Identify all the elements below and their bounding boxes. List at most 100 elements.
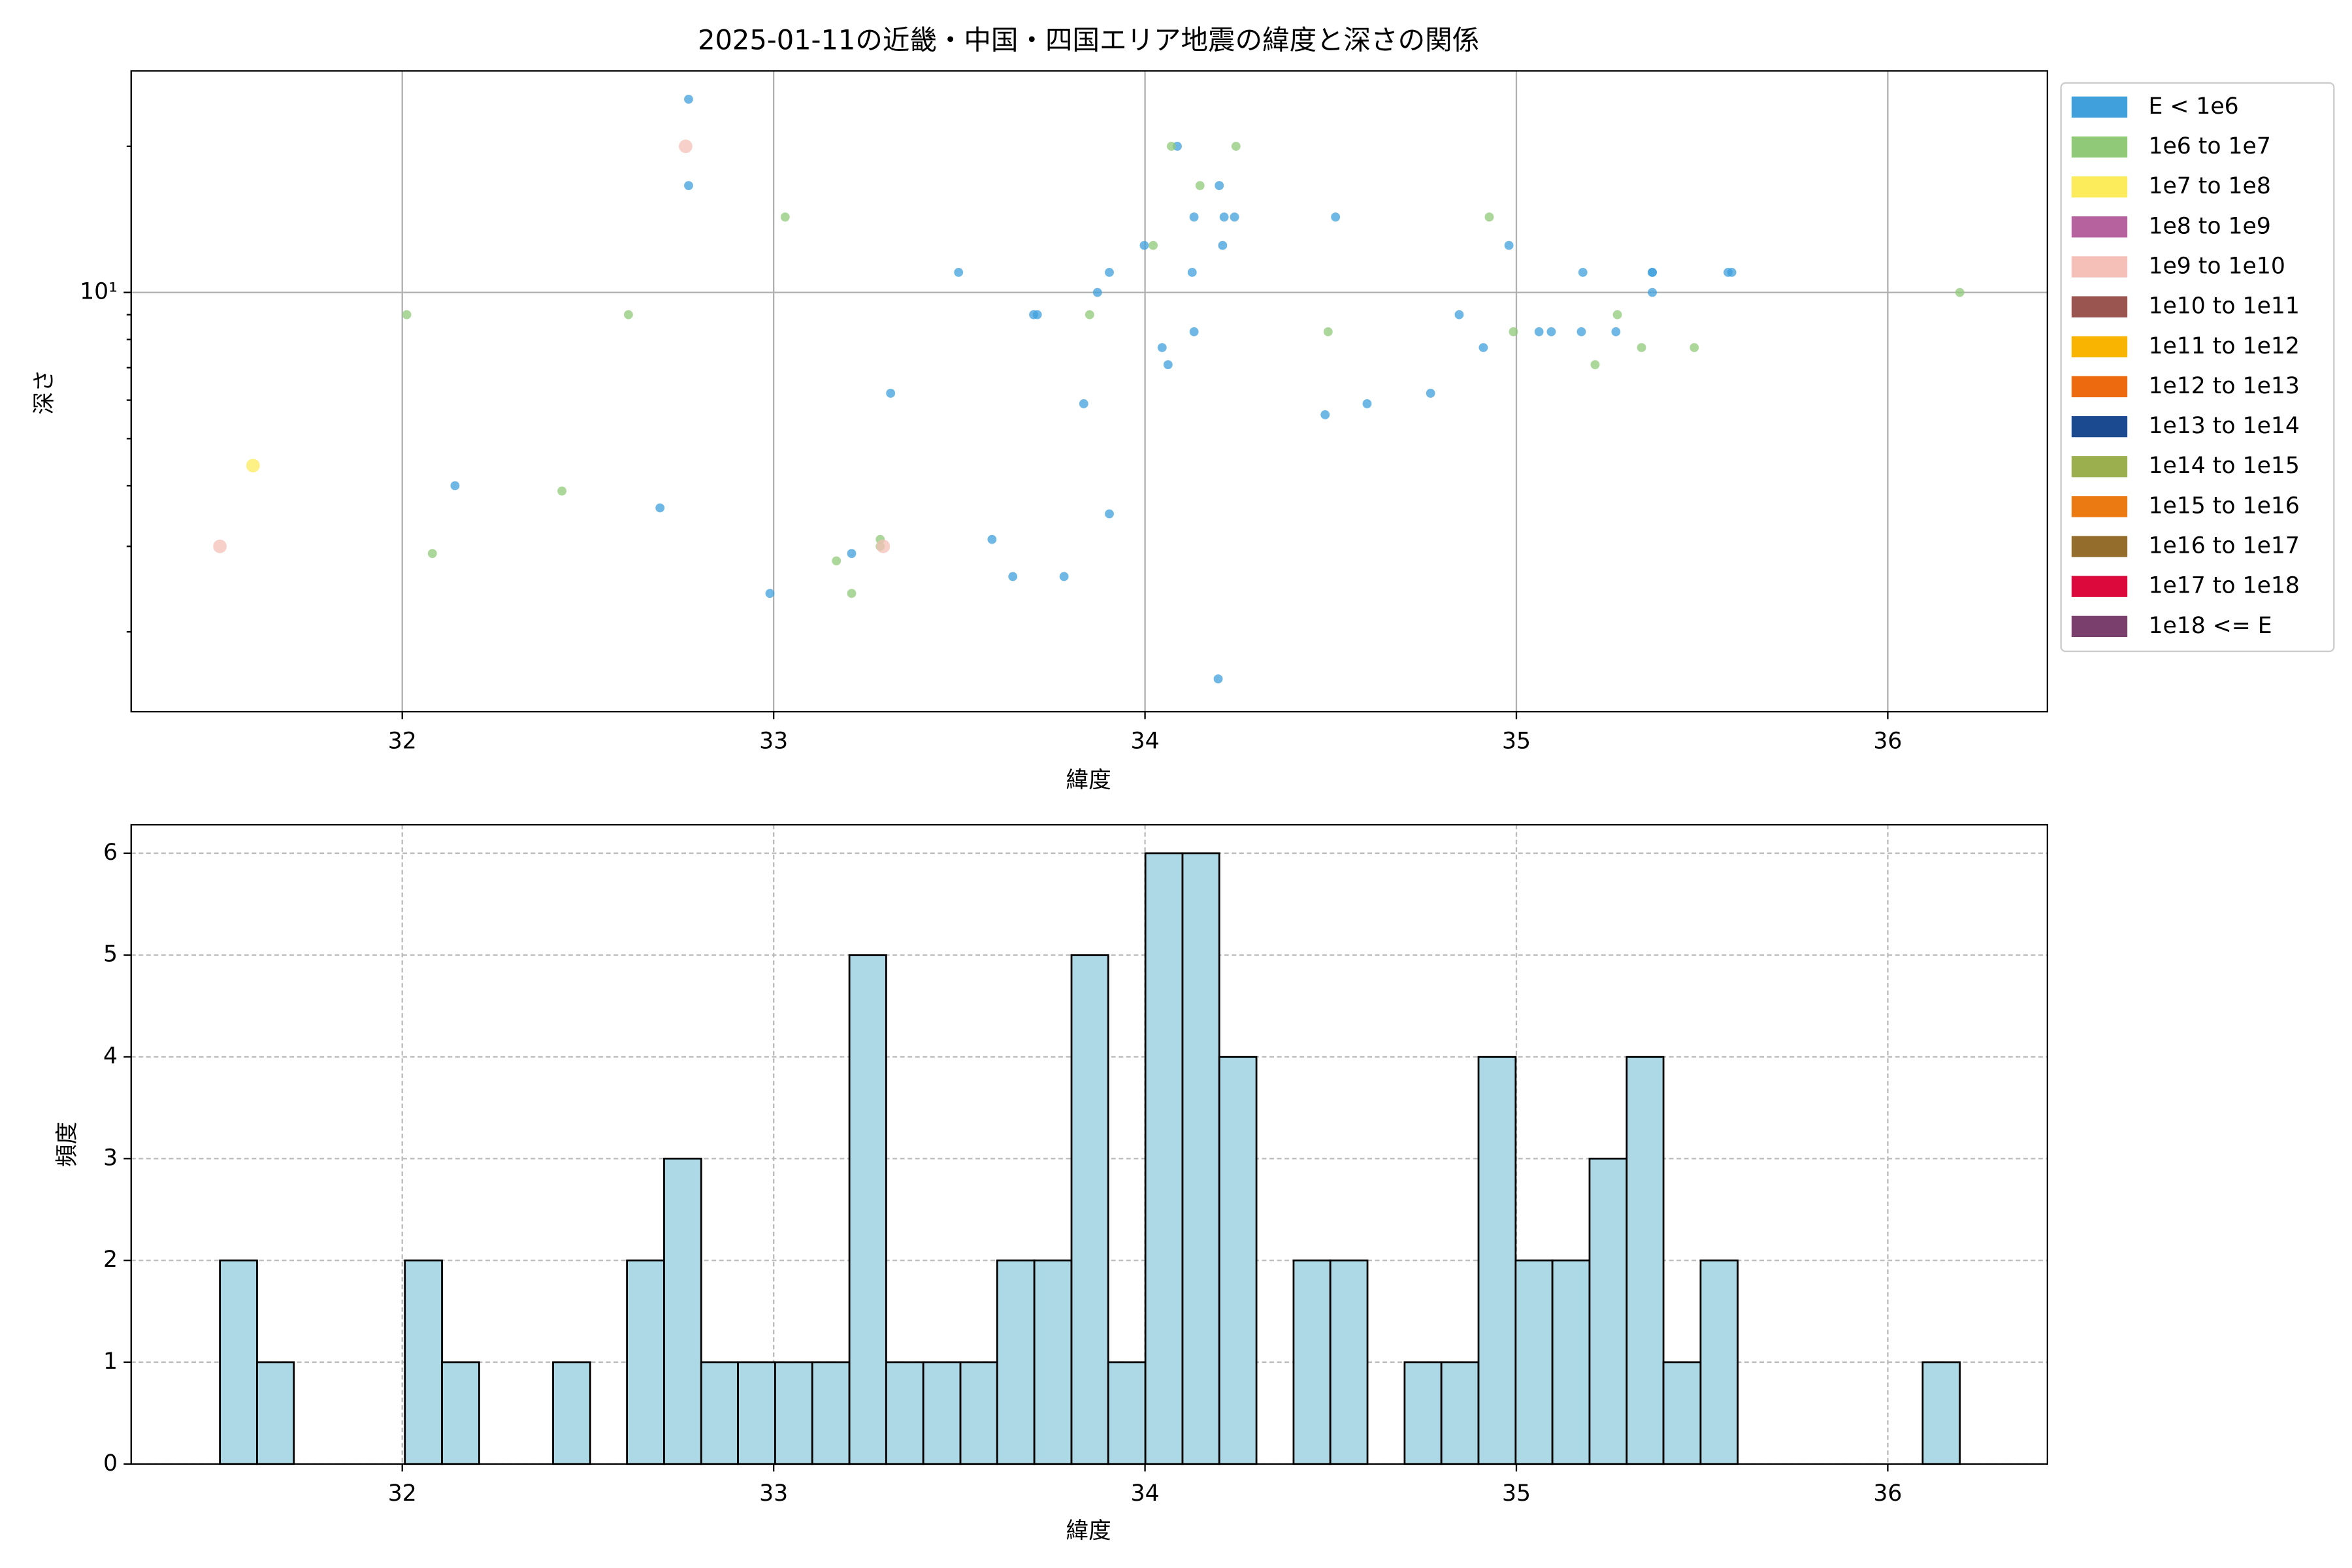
scatter-point	[1149, 240, 1158, 250]
histogram-bar	[404, 1259, 443, 1465]
scatter-point	[1079, 399, 1088, 408]
histogram-bar	[1144, 852, 1184, 1465]
scatter-point	[1008, 572, 1018, 581]
scatter-point	[1187, 267, 1197, 277]
scatter-point	[1648, 267, 1657, 277]
histogram-bar	[552, 1361, 591, 1465]
histogram-bar	[1699, 1259, 1739, 1465]
histogram-bar	[1625, 1056, 1665, 1465]
scatter-point	[1105, 509, 1114, 519]
scatter-point	[1648, 287, 1657, 297]
legend-swatch	[2071, 176, 2128, 198]
x-axis-label: 緯度	[1066, 767, 1111, 793]
y-tick-label: 4	[103, 1043, 118, 1070]
y-tick-label: 0	[103, 1450, 118, 1477]
scatter-point	[1637, 343, 1646, 352]
scatter-point	[246, 459, 260, 473]
scatter-point	[1576, 327, 1586, 336]
scatter-point	[780, 212, 790, 222]
histogram-bar	[700, 1361, 739, 1465]
scatter-point	[1426, 389, 1435, 398]
scatter-point	[1331, 212, 1341, 222]
histogram-bar	[256, 1361, 295, 1465]
legend-label: 1e11 to 1e12	[2148, 333, 2299, 359]
legend-swatch	[2071, 216, 2128, 238]
scatter-point	[1032, 310, 1042, 319]
scatter-point	[847, 549, 857, 559]
scatter-point	[679, 139, 693, 154]
scatter-point	[1727, 267, 1737, 277]
x-tick-label: 36	[1873, 1480, 1902, 1507]
histogram-bar	[441, 1361, 480, 1465]
scatter-point	[1085, 310, 1094, 319]
scatter-point	[427, 549, 437, 559]
y-tick-label: 1	[103, 1348, 118, 1375]
scatter-point	[1059, 572, 1069, 581]
histogram-bar	[1292, 1259, 1331, 1465]
scatter-point	[655, 503, 665, 513]
scatter-point	[1219, 212, 1229, 222]
histogram-bar	[663, 1157, 702, 1465]
y-axis-label: 深さ	[31, 369, 57, 414]
histogram-bar	[1921, 1361, 1961, 1465]
y-tick-label: 3	[103, 1145, 118, 1171]
histogram-bar	[1514, 1259, 1554, 1465]
scatter-point	[1323, 327, 1333, 336]
legend-swatch	[2071, 296, 2128, 318]
histogram-bar	[996, 1259, 1036, 1465]
scatter-point	[213, 539, 227, 553]
scatter-point	[1163, 360, 1173, 370]
x-tick-label: 34	[1131, 1480, 1160, 1507]
scatter-point	[1105, 267, 1114, 277]
scatter-point	[450, 481, 460, 491]
scatter-point	[684, 181, 693, 190]
histogram-bar	[848, 954, 887, 1465]
legend-label: 1e7 to 1e8	[2148, 173, 2270, 199]
y-tick-label: 6	[103, 840, 118, 866]
histogram-bar	[1218, 1056, 1258, 1465]
legend-label: E < 1e6	[2148, 93, 2238, 120]
histogram-bar	[1551, 1259, 1591, 1465]
scatter-point	[1534, 327, 1544, 336]
histogram-bar	[219, 1259, 258, 1465]
histogram-bar	[959, 1361, 998, 1465]
legend-label: 1e17 to 1e18	[2148, 573, 2299, 599]
scatter-point	[623, 310, 633, 319]
legend-label: 1e8 to 1e9	[2148, 213, 2270, 239]
x-tick-label: 36	[1873, 728, 1902, 754]
legend-label: 1e9 to 1e10	[2148, 253, 2285, 279]
x-tick-label: 33	[759, 728, 788, 754]
scatter-point	[1690, 343, 1699, 352]
scatter-point	[1213, 674, 1223, 684]
histogram-bar	[774, 1361, 813, 1465]
scatter-point	[1320, 410, 1330, 419]
legend-box	[2060, 82, 2335, 653]
y-tick-label: 10¹	[80, 279, 118, 305]
legend-swatch	[2071, 576, 2128, 597]
histogram-bar	[737, 1361, 776, 1465]
scatter-point	[1195, 181, 1205, 190]
legend-swatch	[2071, 136, 2128, 158]
legend-label: 1e13 to 1e14	[2148, 413, 2299, 439]
histogram-bar	[1440, 1361, 1480, 1465]
legend-label: 1e15 to 1e16	[2148, 493, 2299, 519]
legend-label: 1e16 to 1e17	[2148, 533, 2299, 559]
x-axis-label: 緯度	[1066, 1518, 1111, 1544]
scatter-point	[1955, 287, 1965, 297]
scatter-point	[1612, 310, 1622, 319]
scatter-point	[1139, 240, 1149, 250]
chart-title: 2025-01-11の近畿・中国・四国エリア地震の緯度と深さの関係	[698, 24, 1479, 56]
scatter-point	[1157, 343, 1167, 352]
x-tick-label: 35	[1502, 728, 1531, 754]
scatter-point	[1504, 240, 1514, 250]
legend-swatch	[2071, 496, 2128, 517]
legend-swatch	[2071, 336, 2128, 357]
scatter-point	[832, 556, 841, 566]
x-tick-label: 32	[388, 1480, 417, 1507]
scatter-point	[557, 486, 567, 496]
plot-frame	[130, 824, 2048, 1465]
histogram-bar	[1181, 852, 1220, 1465]
scatter-point	[1231, 141, 1241, 151]
scatter-point	[1362, 399, 1372, 408]
